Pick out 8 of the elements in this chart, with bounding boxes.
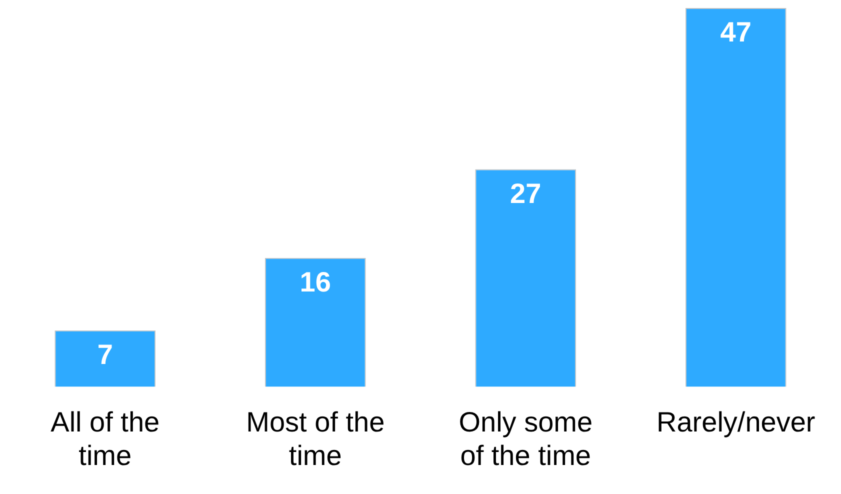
data-label: 27 [510,178,542,209]
data-label: 7 [97,339,113,370]
x-tick-label: All of the time [50,406,160,471]
x-tick-label: Only some of the time [458,406,593,471]
data-label: 16 [300,266,331,298]
x-tick-label: Most of the time [246,406,385,471]
x-tick-label: Rarely/never [656,406,816,438]
data-label: 47 [720,16,752,48]
